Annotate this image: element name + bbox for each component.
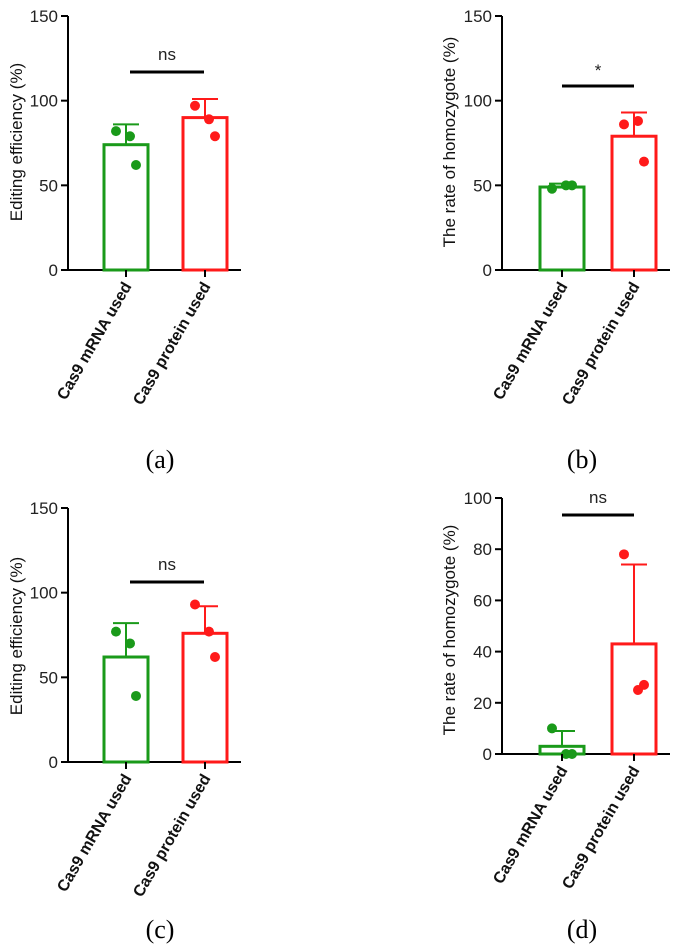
category-label-c: Cas9 mRNA used bbox=[54, 772, 135, 895]
category-label-c: Cas9 protein used bbox=[130, 772, 214, 901]
y-tick-label-b: 150 bbox=[464, 7, 492, 26]
data-point-c-0 bbox=[131, 690, 141, 701]
data-point-a-0 bbox=[111, 126, 121, 137]
data-point-c-1 bbox=[204, 626, 214, 637]
significance-label-d: ns bbox=[589, 488, 607, 507]
y-tick-label-d: 40 bbox=[473, 643, 492, 662]
data-point-a-1 bbox=[190, 100, 200, 111]
category-label-d: Cas9 mRNA used bbox=[490, 764, 571, 887]
data-point-c-0 bbox=[111, 626, 121, 637]
panel-label-a: (a) bbox=[146, 445, 175, 474]
data-point-b-1 bbox=[639, 156, 649, 167]
y-tick-label-a: 50 bbox=[39, 176, 58, 195]
category-label-a: Cas9 mRNA used bbox=[54, 280, 135, 403]
bar-c-mrna bbox=[102, 655, 150, 764]
data-point-b-1 bbox=[619, 119, 629, 130]
data-point-b-0 bbox=[547, 183, 557, 194]
significance-label-a: ns bbox=[158, 45, 176, 64]
y-tick-label-c: 150 bbox=[30, 499, 58, 518]
y-tick-label-d: 100 bbox=[464, 489, 492, 508]
category-label-b: Cas9 mRNA used bbox=[490, 280, 571, 403]
data-point-a-0 bbox=[131, 160, 141, 171]
ylabel-a: Editing efficiency (%) bbox=[7, 63, 26, 221]
y-tick-label-b: 100 bbox=[464, 92, 492, 111]
y-tick-label-d: 80 bbox=[473, 540, 492, 559]
category-label-d: Cas9 protein used bbox=[559, 764, 643, 893]
y-tick-label-c: 50 bbox=[39, 668, 58, 687]
data-point-d-1 bbox=[639, 679, 649, 690]
data-point-c-0 bbox=[125, 638, 135, 649]
significance-label-c: ns bbox=[158, 555, 176, 574]
ylabel-d: The rate of homozygote (%) bbox=[440, 525, 459, 736]
data-point-d-0 bbox=[547, 723, 557, 734]
y-tick-label-c: 0 bbox=[49, 753, 58, 772]
y-tick-label-a: 0 bbox=[49, 261, 58, 280]
data-point-a-0 bbox=[125, 131, 135, 142]
data-point-a-1 bbox=[210, 131, 220, 142]
panel-label-d: (d) bbox=[567, 915, 597, 944]
bar-a-protein bbox=[181, 116, 229, 272]
y-tick-label-b: 0 bbox=[483, 261, 492, 280]
data-point-b-0 bbox=[567, 180, 577, 191]
y-tick-label-c: 100 bbox=[30, 584, 58, 603]
y-tick-label-d: 60 bbox=[473, 591, 492, 610]
y-tick-label-b: 50 bbox=[473, 176, 492, 195]
data-point-d-0 bbox=[567, 749, 577, 759]
bar-b-protein bbox=[610, 134, 658, 272]
data-point-c-1 bbox=[190, 599, 200, 610]
panel-label-b: (b) bbox=[567, 445, 597, 474]
y-tick-label-a: 150 bbox=[30, 7, 58, 26]
ylabel-c: Editing efficiency (%) bbox=[7, 557, 26, 715]
data-point-b-1 bbox=[633, 115, 643, 126]
ylabel-b: The rate of homozygote (%) bbox=[440, 37, 459, 248]
panel-label-c: (c) bbox=[146, 915, 175, 944]
bar-c-protein bbox=[181, 631, 229, 764]
bar-a-mrna bbox=[102, 143, 150, 272]
significance-label-b: * bbox=[595, 61, 602, 80]
data-point-a-1 bbox=[204, 114, 214, 125]
category-label-b: Cas9 protein used bbox=[559, 280, 643, 409]
y-tick-label-d: 0 bbox=[483, 745, 492, 764]
bar-b-mrna bbox=[538, 185, 586, 272]
data-point-c-1 bbox=[210, 652, 220, 663]
y-tick-label-d: 20 bbox=[473, 694, 492, 713]
category-label-a: Cas9 protein used bbox=[130, 280, 214, 409]
y-tick-label-a: 100 bbox=[30, 92, 58, 111]
data-point-d-1 bbox=[619, 549, 629, 560]
bar-d-protein bbox=[610, 642, 658, 756]
